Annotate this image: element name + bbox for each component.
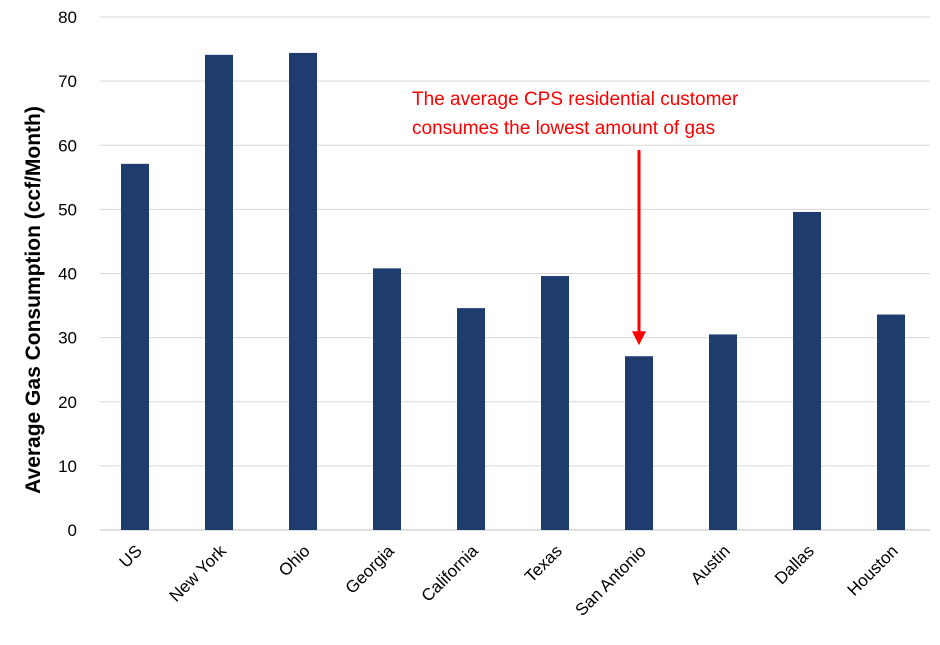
x-tick-labels: US New York Ohio Georgia California Texas San … bbox=[116, 541, 902, 620]
bar bbox=[541, 276, 569, 530]
bar bbox=[457, 308, 485, 530]
annotation-arrow-head bbox=[632, 331, 646, 346]
bar bbox=[121, 163, 149, 530]
bar bbox=[793, 211, 821, 530]
annotation-line-2: consumes the lowest amount of gas bbox=[412, 118, 715, 139]
x-tick-label: New York bbox=[166, 541, 231, 606]
x-tick-label: Texas bbox=[521, 541, 566, 586]
y-tick-label: 50 bbox=[58, 200, 77, 219]
y-tick-label: 0 bbox=[68, 521, 77, 540]
bar bbox=[625, 356, 653, 530]
y-tick-label: 60 bbox=[58, 136, 77, 155]
bars bbox=[121, 52, 905, 531]
annotation: The average CPS residential customer con… bbox=[412, 89, 739, 346]
bar bbox=[877, 314, 905, 530]
y-tick-labels: 0 10 20 30 40 50 60 70 80 bbox=[58, 8, 77, 540]
annotation-line-1: The average CPS residential customer bbox=[412, 89, 739, 110]
bar bbox=[289, 52, 317, 530]
x-tick-label: Houston bbox=[844, 541, 902, 599]
y-tick-label: 70 bbox=[58, 72, 77, 91]
x-tick-label: US bbox=[116, 541, 146, 571]
y-tick-label: 30 bbox=[58, 329, 77, 348]
x-tick-label: Austin bbox=[687, 541, 734, 588]
gridlines bbox=[100, 16, 930, 531]
bar bbox=[709, 334, 737, 530]
y-tick-label: 80 bbox=[58, 8, 77, 27]
y-tick-label: 10 bbox=[58, 457, 77, 476]
x-tick-label: Georgia bbox=[342, 541, 399, 598]
x-tick-label: San Antonio bbox=[572, 541, 650, 619]
y-tick-label: 40 bbox=[58, 265, 77, 284]
x-tick-label: Dallas bbox=[771, 541, 818, 588]
bar bbox=[205, 54, 233, 531]
x-tick-label: Ohio bbox=[275, 541, 314, 580]
bar bbox=[373, 268, 401, 530]
y-tick-label: 20 bbox=[58, 393, 77, 412]
x-tick-label: California bbox=[418, 541, 483, 606]
y-axis-label: Average Gas Consumption (ccf/Month) bbox=[22, 106, 45, 494]
